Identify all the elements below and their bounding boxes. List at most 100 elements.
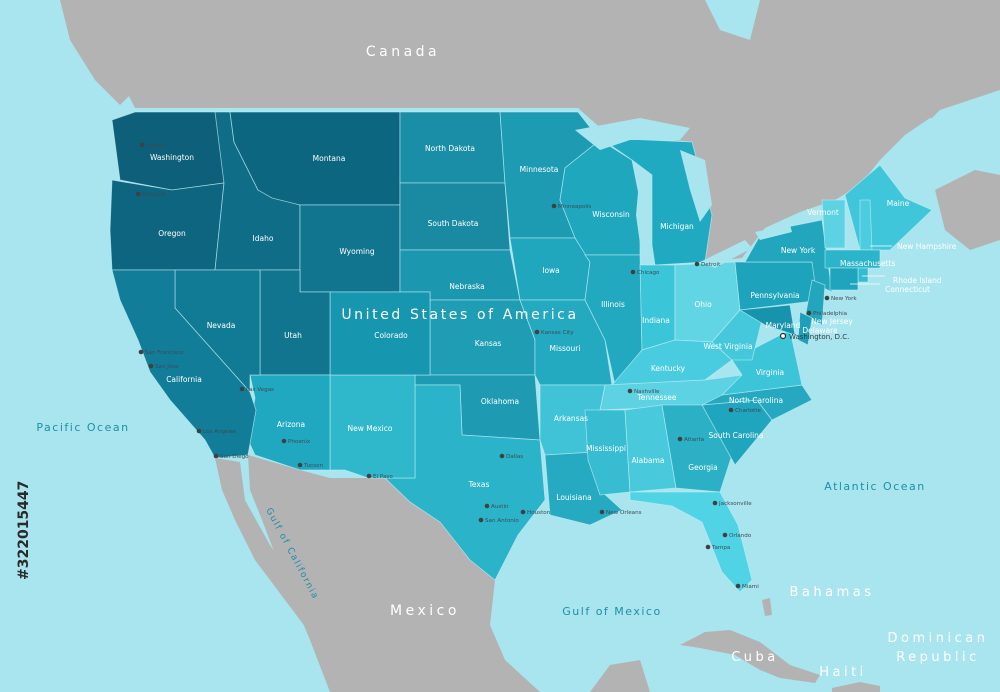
state-label-rhode-island: Rhode Island [893,276,942,285]
state-label-south-dakota: South Dakota [428,219,479,228]
city-dot-houston [520,509,526,515]
nova-scotia-land [935,170,1000,250]
city-dot-austin [484,503,490,509]
ocean-label-atlantic: Atlantic Ocean [824,480,926,493]
state-oregon[interactable] [109,179,225,271]
baja-california-land [215,458,325,640]
state-washington[interactable] [111,111,231,191]
state-label-massachusetts: Massachusetts [840,259,896,268]
city-dot-seattle [139,142,145,148]
state-label-oregon: Oregon [158,229,186,238]
state-label-north-carolina: North Carolina [729,396,783,405]
state-label-tennessee: Tennessee [636,393,676,402]
state-label-oklahoma: Oklahoma [481,397,519,406]
city-label-el-paso: El Paso [373,474,393,480]
country-label-haiti: Haiti [819,665,867,680]
state-label-south-carolina: South Carolina [708,431,763,440]
state-label-michigan: Michigan [660,222,694,231]
city-label-philadelphia: Philadelphia [813,311,847,317]
city-label-chicago: Chicago [637,270,660,276]
state-massachusetts[interactable] [824,249,881,269]
bahamas-islands [762,598,772,616]
country-label-cuba: Cuba [731,650,779,665]
city-dot-tucson [297,462,303,468]
city-label-jacksonville: Jacksonville [718,501,752,507]
state-rhode-island[interactable] [857,267,869,283]
city-label-san-jose: San Jose [155,364,179,370]
state-label-wisconsin: Wisconsin [592,210,630,219]
state-label-louisiana: Louisiana [556,493,591,502]
ocean-label-pacific: Pacific Ocean [36,421,129,434]
city-label-phoenix: Phoenix [288,439,311,445]
city-label-minneapolis: Minneapolis [558,204,591,210]
city-dot-minneapolis [551,203,557,209]
state-label-wyoming: Wyoming [339,247,374,256]
state-label-utah: Utah [284,331,302,340]
city-dot-tampa [705,544,711,550]
state-florida[interactable] [629,491,753,593]
st-lawrence-water [860,90,1000,185]
city-dot-san-diego [213,453,219,459]
city-dot-nashville [627,388,633,394]
state-label-new-hampshire: New Hampshire [897,242,957,251]
state-label-virginia: Virginia [756,368,784,377]
city-label-portland: Portland [142,192,166,198]
city-label-charlotte: Charlotte [735,408,762,414]
state-label-pennsylvania: Pennsylvania [750,291,799,300]
state-label-missouri: Missouri [550,344,581,353]
city-label-las-vegas: Las Vegas [246,387,274,393]
state-label-new-york: New York [781,246,816,255]
state-new-hampshire[interactable] [859,199,873,251]
city-label-kansas-city: Kansas City [541,330,574,336]
city-dot-los-angeles [196,428,202,434]
city-dot-phoenix [281,438,287,444]
city-dot-new-orleans [599,509,605,515]
state-delaware[interactable] [797,311,813,346]
state-label-kansas: Kansas [475,339,502,348]
state-connecticut[interactable] [829,267,859,291]
state-label-indiana: Indiana [642,316,670,325]
country-label-bahamas: Bahamas [790,585,875,600]
capital-marker-icon [779,332,787,340]
state-indiana[interactable] [639,264,676,351]
state-west-virginia[interactable] [711,309,763,361]
state-south-dakota[interactable] [399,182,511,251]
state-vermont[interactable] [821,199,846,249]
city-label-dallas: Dallas [506,454,523,460]
city-dot-dallas [499,453,505,459]
city-dot-chicago [630,269,636,275]
lake-michigan [636,170,652,258]
ocean-label-gulf-mexico: Gulf of Mexico [562,605,661,618]
city-label-orlando: Orlando [729,533,752,539]
lake-superior [575,118,690,150]
capital-label: Washington, D.C. [789,333,849,341]
city-label-new-york: New York [831,296,857,302]
state-label-ohio: Ohio [694,300,712,309]
hispaniola-land [832,682,880,692]
city-label-houston: Houston [527,510,551,516]
great-lakes [575,118,792,268]
vancouver-island [60,0,130,105]
state-label-nebraska: Nebraska [449,282,484,291]
state-label-alabama: Alabama [631,456,664,465]
city-dot-las-vegas [239,386,245,392]
city-dot-orlando [722,532,728,538]
city-dot-atlanta [677,436,683,442]
country-label-dominican-line1: Dominican [888,631,989,646]
state-label-washington: Washington [150,153,194,162]
state-label-kentucky: Kentucky [651,364,686,373]
hudson-bay-water [705,0,760,40]
state-label-mississippi: Mississippi [586,444,626,453]
state-mississippi[interactable] [584,409,631,496]
state-label-california: California [166,375,202,384]
state-label-colorado: Colorado [374,331,408,340]
state-maryland[interactable] [738,304,796,336]
country-label-mexico: Mexico [390,603,460,619]
central-america-land [590,660,650,692]
city-dot-el-paso [366,473,372,479]
state-label-maryland: Maryland [766,321,801,330]
state-label-connecticut: Connecticut [885,285,930,294]
city-label-atlanta: Atlanta [684,437,704,443]
state-label-arizona: Arizona [277,420,305,429]
